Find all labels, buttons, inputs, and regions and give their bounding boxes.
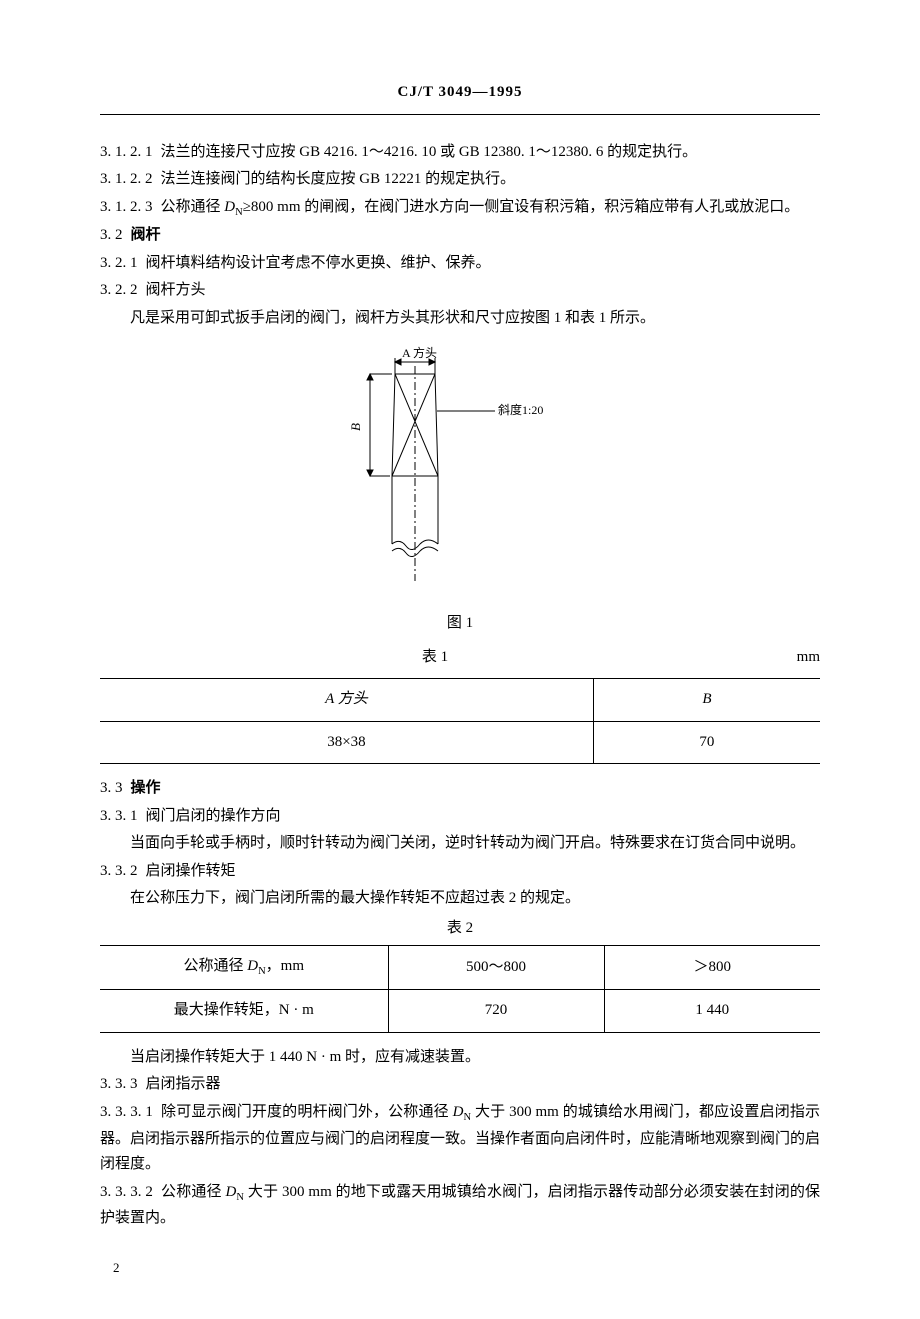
clause-num: 3. 3. 3. 2 (100, 1184, 153, 1200)
table-cell: 38×38 (100, 721, 593, 764)
svg-text:B: B (348, 423, 363, 431)
para-3-1-2-1: 3. 1. 2. 1 法兰的连接尺寸应按 GB 4216. 1～4216. 10 … (100, 140, 820, 166)
para-3-2-1: 3. 2. 1 阀杆填料结构设计宜考虑不停水更换、维护、保养。 (100, 251, 820, 277)
table-header: B (593, 679, 820, 722)
table-row: 公称通径 DN，mm 500～800 ＞800 (100, 946, 820, 990)
para-3-3-1: 3. 3. 1 阀门启闭的操作方向 (100, 804, 820, 830)
figure-1: A 方头 B 斜度1:20 (100, 346, 820, 606)
table-2: 公称通径 DN，mm 500～800 ＞800 最大操作转矩，N · m 720… (100, 945, 820, 1032)
clause-text: 操作 (131, 780, 161, 796)
standard-code: CJ/T 3049—1995 (398, 84, 523, 100)
para-3-3-3-1: 3. 3. 3. 1除可显示阀门开度的明杆阀门外，公称通径 DN 大于 300 … (100, 1100, 820, 1178)
clause-text: 除可显示阀门开度的明杆阀门外，公称通径 DN 大于 300 mm 的城镇给水用阀… (100, 1104, 820, 1172)
clause-text: 法兰的连接尺寸应按 GB 4216. 1～4216. 10 或 GB 12380… (161, 144, 698, 160)
clause-text: 阀杆 (131, 227, 161, 243)
clause-text: 法兰连接阀门的结构长度应按 GB 12221 的规定执行。 (161, 171, 516, 187)
clause-text: 公称通径 DN≥800 mm 的闸阀，在阀门进水方向一侧宜设有积污箱，积污箱应带… (161, 199, 800, 215)
table-1-caption: 表 1 (100, 645, 770, 671)
table-cell: 1 440 (604, 990, 820, 1033)
table-1: A 方头 B 38×38 70 (100, 678, 820, 764)
svg-text:斜度1:20: 斜度1:20 (498, 402, 543, 417)
para-3-2-2-body: 凡是采用可卸式扳手启闭的阀门，阀杆方头其形状和尺寸应按图 1 和表 1 所示。 (100, 306, 820, 332)
table-row: 38×38 70 (100, 721, 820, 764)
para-3-3-3: 3. 3. 3 启闭指示器 (100, 1072, 820, 1098)
para-3-1-2-3: 3. 1. 2. 3 公称通径 DN≥800 mm 的闸阀，在阀门进水方向一侧宜设… (100, 195, 820, 222)
para-3-3: 3. 3 操作 (100, 776, 820, 802)
clause-num: 3. 3. 3. 1 (100, 1104, 153, 1120)
clause-num: 3. 1. 2. 2 (100, 171, 153, 187)
clause-text: 阀门启闭的操作方向 (146, 808, 281, 824)
clause-text: 公称通径 DN 大于 300 mm 的地下或露天用城镇给水阀门，启闭指示器传动部… (100, 1184, 820, 1227)
header-rule (100, 114, 820, 115)
clause-num: 3. 3 (100, 780, 123, 796)
para-3-2: 3. 2 阀杆 (100, 223, 820, 249)
clause-num: 3. 3. 1 (100, 808, 138, 824)
para-3-3-2-body: 在公称压力下，阀门启闭所需的最大操作转矩不应超过表 2 的规定。 (100, 886, 820, 912)
table-cell: 70 (593, 721, 820, 764)
clause-num: 3. 3. 3 (100, 1076, 138, 1092)
para-3-3-3-2: 3. 3. 3. 2公称通径 DN 大于 300 mm 的地下或露天用城镇给水阀… (100, 1180, 820, 1232)
table-1-unit: mm (770, 645, 820, 671)
clause-num: 3. 1. 2. 1 (100, 144, 153, 160)
table-cell: 500～800 (388, 946, 604, 990)
clause-num: 3. 2 (100, 227, 123, 243)
svg-text:A 方头: A 方头 (402, 346, 437, 360)
clause-text: 启闭操作转矩 (146, 863, 236, 879)
para-3-3-2-note: 当启闭操作转矩大于 1 440 N · m 时，应有减速装置。 (100, 1045, 820, 1071)
table-2-caption: 表 2 (100, 916, 820, 942)
table-1-caption-row: 表 1 mm (100, 641, 820, 675)
table-cell: 最大操作转矩，N · m (100, 990, 388, 1033)
table-cell: 公称通径 DN，mm (100, 946, 388, 990)
para-3-1-2-2: 3. 1. 2. 2 法兰连接阀门的结构长度应按 GB 12221 的规定执行。 (100, 167, 820, 193)
para-3-3-2: 3. 3. 2 启闭操作转矩 (100, 859, 820, 885)
clause-num: 3. 2. 1 (100, 255, 138, 271)
table-row: 最大操作转矩，N · m 720 1 440 (100, 990, 820, 1033)
clause-text: 启闭指示器 (146, 1076, 221, 1092)
figure-1-caption: 图 1 (100, 611, 820, 637)
clause-text: 阀杆填料结构设计宜考虑不停水更换、维护、保养。 (146, 255, 491, 271)
para-3-2-2: 3. 2. 2 阀杆方头 (100, 278, 820, 304)
page-number: 2 (100, 1257, 820, 1279)
figure-1-svg: A 方头 B 斜度1:20 (340, 346, 580, 606)
clause-num: 3. 1. 2. 3 (100, 199, 153, 215)
doc-header: CJ/T 3049—1995 (100, 80, 820, 106)
table-header: A 方头 (100, 679, 593, 722)
table-cell: 720 (388, 990, 604, 1033)
clause-text: 阀杆方头 (146, 282, 206, 298)
para-3-3-1-body: 当面向手轮或手柄时，顺时针转动为阀门关闭，逆时针转动为阀门开启。特殊要求在订货合… (100, 831, 820, 857)
table-row: A 方头 B (100, 679, 820, 722)
clause-num: 3. 2. 2 (100, 282, 138, 298)
table-cell: ＞800 (604, 946, 820, 990)
clause-num: 3. 3. 2 (100, 863, 138, 879)
